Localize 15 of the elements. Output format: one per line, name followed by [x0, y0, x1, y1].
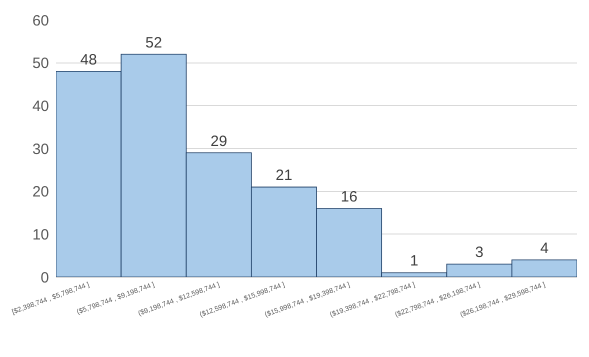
y-tick-label: 10: [32, 226, 49, 244]
data-label: 29: [210, 132, 228, 150]
y-tick-label: 60: [32, 12, 49, 30]
data-label: 3: [475, 244, 484, 262]
data-label: 4: [540, 240, 549, 257]
data-label: 16: [340, 188, 358, 206]
y-tick-label: 20: [32, 184, 49, 201]
y-tick-label: 30: [32, 140, 49, 158]
y-tick-label: 50: [32, 55, 49, 72]
data-label: 21: [276, 167, 292, 184]
y-tick-label: 0: [40, 269, 49, 286]
data-label: 1: [410, 252, 418, 270]
data-label: 48: [80, 51, 97, 68]
data-label: 52: [145, 34, 162, 52]
y-tick-label: 40: [32, 98, 49, 115]
